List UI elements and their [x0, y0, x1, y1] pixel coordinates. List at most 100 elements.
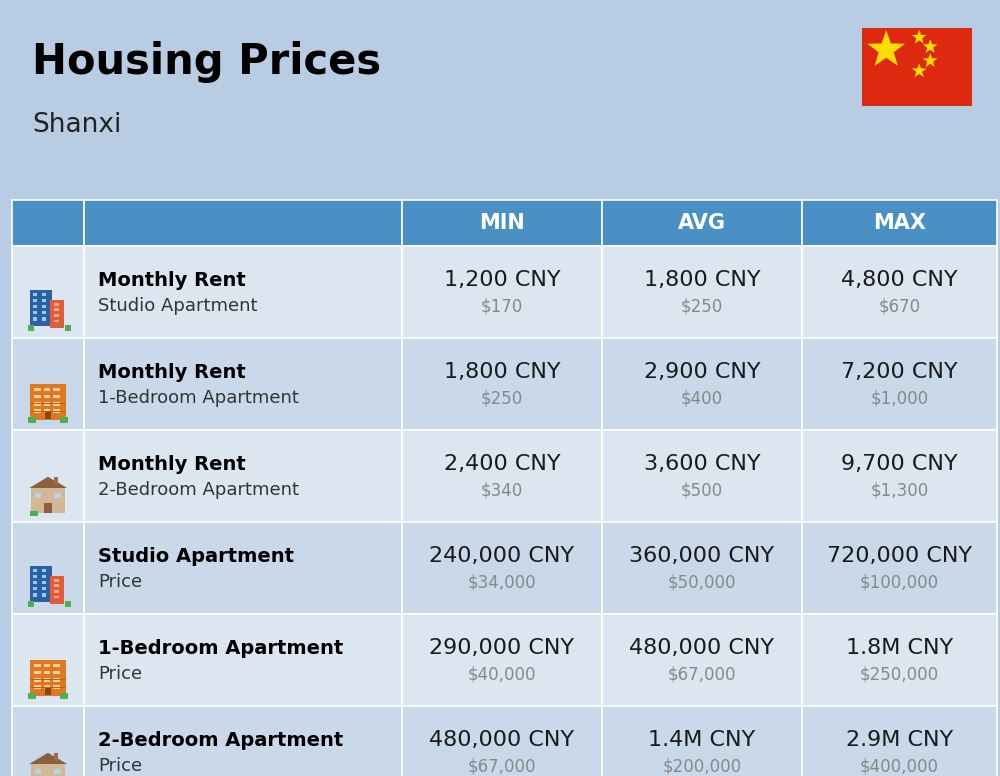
Bar — [602, 200, 802, 246]
Text: 7,200 CNY: 7,200 CNY — [841, 362, 958, 382]
Bar — [84, 614, 402, 706]
Bar — [44, 409, 50, 413]
Bar — [54, 596, 59, 598]
Text: $400: $400 — [681, 389, 723, 407]
Bar — [53, 685, 60, 689]
Text: 2.9M CNY: 2.9M CNY — [846, 730, 953, 750]
Bar — [42, 580, 46, 584]
Text: Housing Prices: Housing Prices — [32, 41, 381, 83]
Bar — [84, 200, 402, 246]
Bar — [65, 325, 71, 331]
Bar — [33, 293, 37, 296]
Polygon shape — [912, 29, 927, 43]
Text: Monthly Rent: Monthly Rent — [98, 271, 246, 289]
Text: 480,000 CNY: 480,000 CNY — [429, 730, 575, 750]
Bar — [602, 522, 802, 614]
Bar — [53, 395, 60, 398]
Bar — [30, 660, 66, 696]
Text: AVG: AVG — [678, 213, 726, 233]
Text: $340: $340 — [481, 481, 523, 499]
Text: 1-Bedroom Apartment: 1-Bedroom Apartment — [98, 639, 343, 657]
Bar — [44, 504, 52, 513]
Bar — [12, 338, 84, 430]
Bar — [54, 320, 59, 322]
Text: MIN: MIN — [479, 213, 525, 233]
Bar — [33, 569, 37, 572]
Bar — [53, 670, 60, 674]
Text: 2,900 CNY: 2,900 CNY — [644, 362, 760, 382]
Polygon shape — [923, 53, 938, 67]
Bar — [602, 706, 802, 776]
Text: 4,800 CNY: 4,800 CNY — [841, 270, 958, 290]
Bar — [30, 566, 52, 602]
Text: 3,600 CNY: 3,600 CNY — [644, 454, 760, 474]
Bar — [35, 769, 41, 774]
Bar — [402, 200, 602, 246]
Text: $500: $500 — [681, 481, 723, 499]
Text: 1,800 CNY: 1,800 CNY — [644, 270, 760, 290]
Bar — [53, 409, 60, 413]
Text: $250: $250 — [481, 389, 523, 407]
Bar — [34, 387, 41, 391]
Bar — [34, 663, 41, 667]
Bar — [45, 412, 51, 418]
Polygon shape — [29, 476, 67, 488]
Text: MAX: MAX — [873, 213, 926, 233]
Text: $170: $170 — [481, 297, 523, 315]
Bar — [33, 299, 37, 302]
Text: 1.4M CNY: 1.4M CNY — [648, 730, 756, 750]
Bar — [45, 688, 51, 695]
Bar — [54, 303, 59, 306]
Bar — [44, 685, 50, 689]
Bar — [42, 593, 46, 597]
Polygon shape — [29, 753, 67, 764]
Bar — [402, 614, 602, 706]
Bar — [33, 587, 37, 591]
Polygon shape — [867, 30, 905, 66]
Text: 720,000 CNY: 720,000 CNY — [827, 546, 972, 566]
Text: 9,700 CNY: 9,700 CNY — [841, 454, 958, 474]
Bar — [33, 580, 37, 584]
Bar — [44, 395, 50, 398]
Bar — [802, 200, 997, 246]
Text: Price: Price — [98, 665, 142, 683]
Bar — [33, 311, 37, 314]
Bar — [12, 246, 84, 338]
Bar — [53, 402, 60, 406]
Bar — [84, 246, 402, 338]
Bar — [402, 430, 602, 522]
Bar — [30, 511, 38, 516]
Bar — [84, 522, 402, 614]
Bar — [12, 200, 84, 246]
Text: Studio Apartment: Studio Apartment — [98, 297, 258, 315]
Text: 1-Bedroom Apartment: 1-Bedroom Apartment — [98, 389, 299, 407]
Text: $100,000: $100,000 — [860, 573, 939, 591]
Bar — [12, 430, 84, 522]
Bar — [28, 325, 34, 331]
Bar — [402, 522, 602, 614]
Bar — [54, 493, 61, 498]
Text: $250: $250 — [681, 297, 723, 315]
Text: Monthly Rent: Monthly Rent — [98, 362, 246, 382]
Polygon shape — [912, 63, 927, 77]
Bar — [12, 706, 84, 776]
Bar — [602, 338, 802, 430]
Text: Monthly Rent: Monthly Rent — [98, 455, 246, 473]
Bar — [53, 387, 60, 391]
Bar — [33, 575, 37, 578]
Bar — [12, 522, 84, 614]
Bar — [34, 685, 41, 689]
Bar — [42, 311, 46, 314]
Text: $34,000: $34,000 — [468, 573, 536, 591]
Bar — [28, 417, 36, 423]
Text: 360,000 CNY: 360,000 CNY — [629, 546, 775, 566]
Bar — [65, 601, 71, 607]
Bar — [402, 338, 602, 430]
Bar — [30, 290, 52, 326]
Text: Shanxi: Shanxi — [32, 112, 121, 138]
Bar — [42, 293, 46, 296]
Text: $1,300: $1,300 — [870, 481, 929, 499]
Bar — [30, 384, 66, 420]
Text: 240,000 CNY: 240,000 CNY — [429, 546, 575, 566]
Text: 2,400 CNY: 2,400 CNY — [444, 454, 560, 474]
